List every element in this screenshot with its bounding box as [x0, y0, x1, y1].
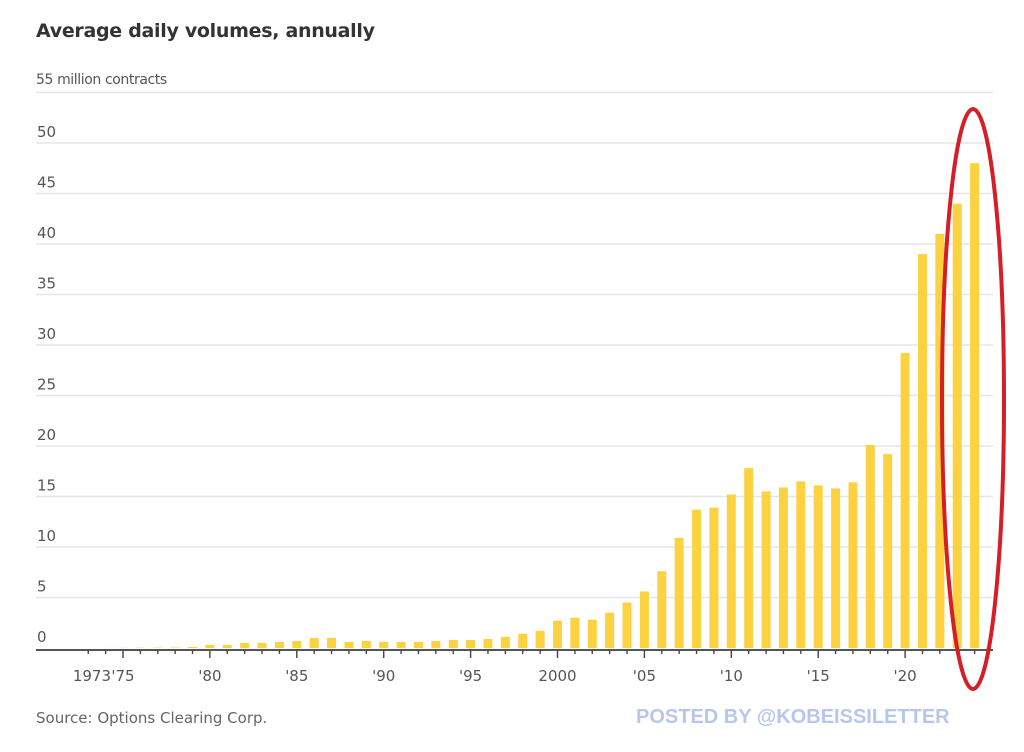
bar-1990: [379, 641, 389, 648]
bar-2013: [778, 487, 788, 648]
y-tick-label: 20: [37, 426, 56, 444]
x-tick-label: '90: [372, 667, 395, 685]
bar-2020: [900, 353, 910, 648]
bar-1997: [500, 636, 510, 648]
bar-2008: [692, 509, 702, 648]
bar-1985: [292, 640, 302, 648]
x-tick-label: '80: [198, 667, 221, 685]
bar-2023: [952, 203, 962, 648]
x-axis: 1973'75 '80 '85 '90 '95 2000 '05 '10 '15 '20: [36, 649, 993, 685]
bar-2009: [709, 507, 719, 648]
bar-2001: [570, 617, 580, 648]
bar-1993: [431, 640, 441, 648]
bar-2002: [587, 619, 597, 648]
bar-2006: [657, 571, 667, 648]
bar-1983: [257, 642, 267, 648]
bar-1996: [483, 638, 493, 648]
bar-2011: [744, 468, 754, 648]
highlight-annotation: [940, 107, 1006, 691]
bar-1992: [413, 641, 423, 648]
bar-1984: [274, 641, 284, 648]
bar-1987: [327, 637, 337, 648]
highlight-ellipse: [940, 107, 1006, 691]
y-axis-unit-label: 55 million contracts: [36, 72, 167, 88]
bar-2004: [622, 602, 632, 648]
y-tick-label: 0: [37, 628, 47, 646]
bar-2003: [605, 612, 615, 648]
bar-1998: [518, 633, 528, 648]
source-note: Source: Options Clearing Corp.: [36, 709, 268, 727]
x-tick-label: 1973: [73, 667, 111, 685]
bar-1981: [222, 644, 232, 648]
bar-2005: [639, 591, 649, 648]
x-tick-label: '75: [111, 667, 134, 685]
bar-1988: [344, 641, 354, 648]
bar-1999: [535, 630, 545, 648]
x-tick-label: '85: [285, 667, 308, 685]
bar-1982: [240, 642, 250, 648]
y-tick-label: 15: [37, 477, 56, 495]
bar-1994: [448, 639, 458, 648]
bar-2010: [726, 494, 736, 648]
y-tick-label: 30: [37, 325, 56, 343]
watermark: POSTED BY @KOBEISSILETTER: [636, 706, 950, 728]
x-tick-label: '05: [633, 667, 656, 685]
bar-2021: [917, 254, 927, 648]
bar-2019: [883, 454, 893, 648]
y-tick-label: 50: [37, 123, 56, 141]
x-tick-label: '15: [807, 667, 830, 685]
bar-2024: [970, 163, 980, 648]
bar-2014: [796, 481, 806, 648]
bar-1980: [205, 644, 215, 648]
bar-2018: [865, 444, 875, 648]
bar-2000: [553, 620, 562, 648]
y-tick-label: 10: [37, 527, 56, 545]
y-tick-label: 25: [37, 376, 56, 394]
bars: [101, 163, 980, 648]
bar-2016: [831, 488, 841, 648]
bar-1995: [466, 639, 476, 648]
chart-title: Average daily volumes, annually: [36, 20, 375, 42]
bar-1991: [396, 641, 406, 648]
y-tick-label: 40: [37, 224, 56, 242]
y-tick-label: 5: [37, 578, 47, 596]
bar-2022: [935, 233, 945, 648]
x-tick-label: '95: [459, 667, 482, 685]
x-tick-label: 2000: [538, 667, 576, 685]
bar-2015: [813, 485, 823, 648]
x-tick-label: '20: [893, 667, 916, 685]
bar-1979: [188, 646, 198, 648]
y-tick-label: 35: [37, 275, 56, 293]
bar-1978: [170, 647, 180, 648]
y-tick-label: 45: [37, 174, 56, 192]
x-tick-label: '10: [720, 667, 743, 685]
bar-1986: [309, 637, 319, 648]
bar-2017: [848, 482, 858, 648]
bar-2012: [761, 491, 771, 648]
bar-2007: [674, 537, 684, 648]
y-axis: 0 5 10 15 20 25 30 35 40 45 50: [37, 123, 56, 646]
bar-1989: [361, 640, 371, 648]
